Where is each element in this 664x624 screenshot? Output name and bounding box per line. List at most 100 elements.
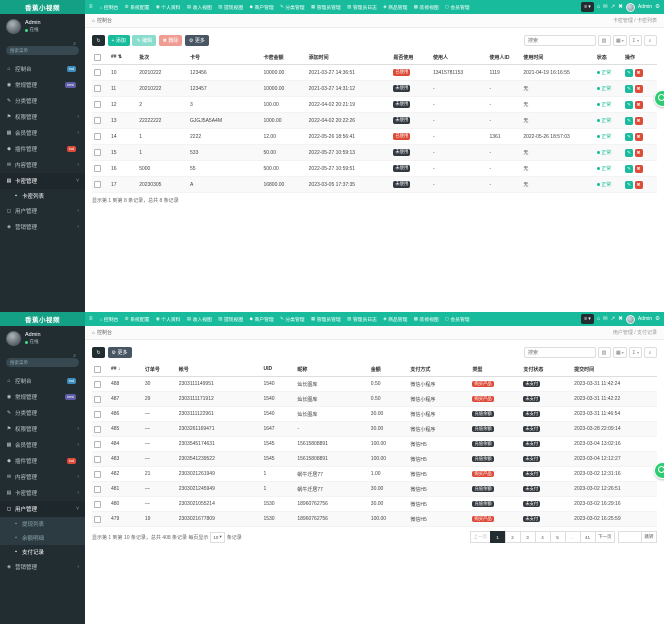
close-icon[interactable]: ✖ [618,4,623,10]
row-edit-button[interactable]: ✎ [625,116,634,125]
page-button[interactable]: 41 [579,531,596,543]
row-checkbox[interactable] [94,485,101,493]
nav-menu-item[interactable]: ▩ 装修视图 [411,312,442,326]
table-row[interactable]: 10 20210222 123456 10000.00 2021-03-27 1… [92,64,657,81]
row-delete-button[interactable]: ✖ [634,100,643,109]
sidebar-item[interactable]: ◈ 营销管理 ‹ [0,219,85,235]
admin-name[interactable]: Admin [637,4,653,10]
sidebar-item[interactable]: ⌂ 控制台 hot [0,373,85,389]
page-button[interactable]: 上一页 [470,531,491,543]
sidebar-item[interactable]: ◉ 常规管理 new [0,77,85,93]
sidebar-toggle-icon[interactable]: ≡ [89,4,93,10]
table-row[interactable]: 481 — 2303021245949 1 蜗牛迁居77 30.00 微信H5 … [92,481,657,497]
nav-menu-item[interactable]: ◻ 会员管理 [442,0,473,14]
row-edit-button[interactable]: ✎ [625,84,634,93]
row-checkbox[interactable] [94,85,101,92]
row-checkbox[interactable] [94,133,101,140]
sidebar-item[interactable]: ✎ 分类管理 [0,93,85,109]
col-uid[interactable]: 使用人ID [487,50,522,65]
nav-menu-item[interactable]: ⌂ 控制台 [97,0,122,14]
table-row[interactable]: 12 2 3 100.00 2022-04-02 20:21:19 未使用 - … [92,96,657,113]
add-button[interactable]: + 添加 [107,35,130,46]
nav-menu-item[interactable]: ◆ 商户管理 [246,312,277,326]
sidebar-item[interactable]: ✉ 内容管理 ‹ [0,157,85,173]
row-checkbox[interactable] [94,380,101,388]
nav-menu-item[interactable]: ✎ 分类管理 [277,0,308,14]
gear-icon[interactable]: ⚙ [655,4,660,10]
table-row[interactable]: 13 22222222 GJGJ5A5A4M 1000.00 2022-04-0… [92,112,657,129]
row-delete-button[interactable]: ✖ [634,180,643,189]
table-tool-button[interactable]: ↧ ▾ [628,347,642,358]
page-button[interactable]: 3 [519,531,536,543]
sidebar-item[interactable]: ◉ 常规管理 new [0,389,85,405]
nav-menu-item[interactable]: ▤ 收入视图 [184,312,215,326]
table-tool-button[interactable]: ⌕ [644,35,657,46]
row-checkbox[interactable] [94,181,101,188]
table-row[interactable]: 17 20230305 A 16800.00 2023-03-05 17:37:… [92,176,657,193]
table-row[interactable]: 480 — 2303021055214 1530 18960762756 30.… [92,496,657,512]
col-amount[interactable]: 卡密金额 [261,50,307,65]
row-checkbox[interactable] [94,395,101,403]
col-used[interactable]: 是否使用 [391,50,431,65]
nav-menu-item[interactable]: ▧ 管理员日志 [344,0,380,14]
nav-menu-item[interactable]: ▦ 管理员管理 [308,312,344,326]
row-edit-button[interactable]: ✎ [625,68,634,77]
more-button[interactable]: ⚙ 更多 [107,347,132,358]
avatar[interactable] [625,2,635,12]
col-user[interactable]: 使用人 [430,50,488,65]
row-edit-button[interactable]: ✎ [625,132,634,141]
col-amount[interactable]: 金额 [368,362,409,377]
page-button[interactable]: 下一页 [594,531,615,543]
col-card[interactable]: 卡号 [188,50,262,65]
col-used-time[interactable]: 使用时间 [521,50,595,65]
sidebar-item[interactable]: ▤ 卡密管理 ‹ [0,485,85,501]
page-button[interactable]: ... [564,531,581,543]
table-row[interactable]: 16 5000 55 500.00 2022-05-27 10:59:51 未使… [92,160,657,177]
row-checkbox[interactable] [94,410,101,418]
avatar[interactable] [625,314,635,324]
col-uid[interactable]: UID [261,362,296,377]
col-batch[interactable]: 批次 [137,50,189,65]
page-button[interactable]: 2 [504,531,521,543]
table-row[interactable]: 488 30 2303111149951 1540 灿长图库 0.50 微信小程… [92,376,657,392]
nav-more-dropdown[interactable]: ≡ ▾ [581,2,594,12]
nav-menu-item[interactable]: ◆ 商户管理 [246,0,277,14]
col-pay-state[interactable]: 支付状态 [521,362,573,377]
page-jump-input[interactable] [618,531,642,543]
row-checkbox[interactable] [94,149,101,156]
table-row[interactable]: 15 1 533 50.00 2022-05-27 10:59:13 未使用 -… [92,144,657,161]
sidebar-item[interactable]: ✎ 分类管理 [0,405,85,421]
sidebar-search-input[interactable] [6,46,79,55]
nav-menu-item[interactable]: ▧ 管理员日志 [344,312,380,326]
close-icon[interactable]: ✖ [618,316,623,322]
row-delete-button[interactable]: ✖ [634,68,643,77]
sidebar-item[interactable]: ⚑ 权限管理 ‹ [0,109,85,125]
row-checkbox[interactable] [94,425,101,433]
table-row[interactable]: 482 21 2303021261949 1 蜗牛迁居77 1.00 微信H5 … [92,466,657,482]
col-added[interactable]: 添加时间 [306,50,392,65]
row-checkbox[interactable] [94,500,101,508]
table-row[interactable]: 487 29 2303111171912 1540 灿长图库 0.50 微信小程… [92,391,657,407]
table-tool-button[interactable]: ↧ ▾ [628,35,642,46]
col-pay-method[interactable]: 支付方式 [408,362,471,377]
sidebar-item[interactable]: ▦ 会员管理 ‹ [0,125,85,141]
row-checkbox[interactable] [94,117,101,124]
sidebar-item[interactable]: ◆ 插件管理 hot [0,141,85,157]
nav-menu-item[interactable]: ▩ 装修视图 [411,0,442,14]
row-checkbox[interactable] [94,455,101,463]
col-nick[interactable]: 昵称 [295,362,369,377]
row-delete-button[interactable]: ✖ [634,148,643,157]
nav-menu-item[interactable]: ▤ 收入视图 [184,0,215,14]
row-edit-button[interactable]: ✎ [625,148,634,157]
table-row[interactable]: 485 — 2303261169471 1647 - 30.00 微信小程序 充… [92,421,657,437]
sidebar-item[interactable]: ⚑ 权限管理 ‹ [0,421,85,437]
floating-help-button[interactable] [654,462,664,479]
col-account[interactable]: 帐号 [176,362,262,377]
sidebar-item[interactable]: ▦ 会员管理 ‹ [0,437,85,453]
row-edit-button[interactable]: ✎ [625,164,634,173]
nav-menu-item[interactable]: ◉ 个人资料 [153,312,184,326]
nav-menu-item[interactable]: ◉ 个人资料 [153,0,184,14]
floating-help-button[interactable] [654,90,664,107]
table-search-input[interactable] [524,347,597,358]
per-page-select[interactable]: 10 ▾ [210,531,225,543]
